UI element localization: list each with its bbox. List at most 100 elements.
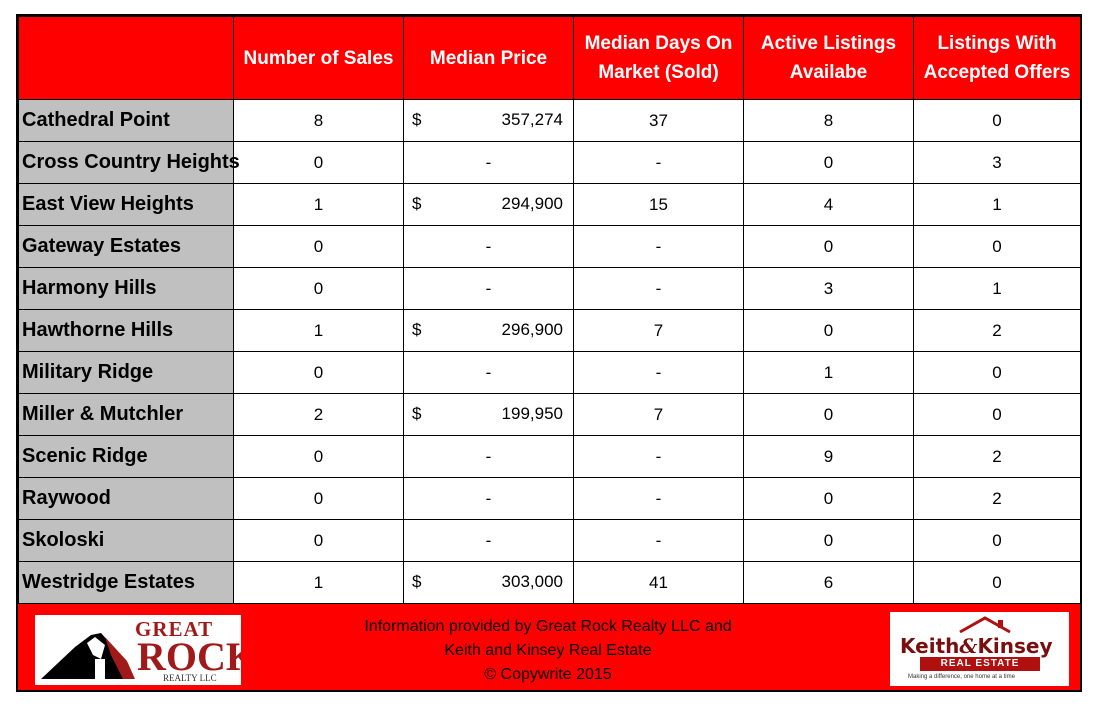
price-amount: 303,000 [501, 572, 563, 591]
footer: GREAT ROCK REALTY LLC Information provid… [18, 604, 1080, 690]
neighborhood-name: Harmony Hills [18, 267, 234, 310]
footer-line-3: © Copywrite 2015 [484, 666, 612, 683]
number-of-sales-cell: 8 [233, 99, 404, 142]
footer-line-2: Keith and Kinsey Real Estate [444, 642, 652, 659]
accepted-offers-cell: 0 [913, 99, 1081, 142]
neighborhood-name: East View Heights [18, 183, 234, 226]
median-price-cell: - [403, 519, 574, 562]
neighborhood-name: Scenic Ridge [18, 435, 234, 478]
table-row: East View Heights 1 $294,900 15 4 1 [18, 183, 1081, 226]
neighborhood-name: Hawthorne Hills [18, 309, 234, 352]
dollar-sign: $ [412, 320, 422, 339]
median-price-cell: - [403, 435, 574, 478]
number-of-sales-cell: 0 [233, 519, 404, 562]
accepted-offers-cell: 0 [913, 351, 1081, 394]
price-amount: - [485, 446, 492, 466]
footer-credit: Information provided by Great Rock Realt… [318, 615, 778, 687]
active-listings-cell: 0 [743, 477, 914, 520]
accepted-offers-cell: 2 [913, 435, 1081, 478]
accepted-offers-cell: 2 [913, 309, 1081, 352]
median-days-cell: - [573, 435, 744, 478]
active-listings-cell: 0 [743, 519, 914, 562]
header-row: Number of Sales Median Price Median Days… [18, 16, 1081, 100]
table-row: Westridge Estates 1 $303,000 41 6 0 [18, 561, 1081, 604]
header-number-of-sales: Number of Sales [233, 16, 404, 100]
active-listings-cell: 0 [743, 393, 914, 436]
price-amount: - [485, 488, 492, 508]
price-amount: 296,900 [501, 320, 563, 339]
number-of-sales-cell: 0 [233, 435, 404, 478]
header-median-days-on-market: Median Days On Market (Sold) [573, 16, 744, 100]
table-row: Scenic Ridge 0- -9 2 [18, 435, 1081, 478]
median-days-cell: - [573, 519, 744, 562]
table-row: Skoloski 0- -0 0 [18, 519, 1081, 562]
median-days-cell: - [573, 225, 744, 268]
table-row: Miller & Mutchler 2 $199,950 7 0 0 [18, 393, 1081, 436]
active-listings-cell: 4 [743, 183, 914, 226]
active-listings-cell: 6 [743, 561, 914, 604]
footer-line-1: Information provided by Great Rock Realt… [364, 618, 732, 635]
neighborhood-name: Westridge Estates [18, 561, 234, 604]
table-row: Cathedral Point 8 $357,274 37 8 0 [18, 99, 1081, 142]
keith-kinsey-logo: Keith&Kinsey REAL ESTATE Making a differ… [890, 612, 1069, 686]
neighborhood-name: Raywood [18, 477, 234, 520]
accepted-offers-cell: 0 [913, 225, 1081, 268]
median-price-cell: - [403, 141, 574, 184]
neighborhood-name: Skoloski [18, 519, 234, 562]
great-rock-logo-main: ROCK [137, 634, 241, 679]
median-price-cell: - [403, 477, 574, 520]
keith-kinsey-sub: REAL ESTATE [920, 657, 1040, 671]
table-row: Raywood 0- -0 2 [18, 477, 1081, 520]
neighborhood-name: Military Ridge [18, 351, 234, 394]
header-accepted-offers: Listings With Accepted Offers [913, 16, 1081, 100]
median-price-cell: $296,900 [403, 309, 574, 352]
median-days-cell: 7 [573, 309, 744, 352]
table-row: Military Ridge 0- -1 0 [18, 351, 1081, 394]
house-roof-icon [959, 616, 1011, 634]
number-of-sales-cell: 1 [233, 183, 404, 226]
neighborhood-name: Gateway Estates [18, 225, 234, 268]
accepted-offers-cell: 0 [913, 393, 1081, 436]
number-of-sales-cell: 1 [233, 309, 404, 352]
dollar-sign: $ [412, 110, 422, 129]
median-days-cell: 15 [573, 183, 744, 226]
neighborhood-sales-table: Number of Sales Median Price Median Days… [18, 16, 1081, 604]
great-rock-logo-top: GREAT [135, 617, 214, 641]
active-listings-cell: 0 [743, 309, 914, 352]
table-row: Hawthorne Hills 1 $296,900 7 0 2 [18, 309, 1081, 352]
number-of-sales-cell: 0 [233, 267, 404, 310]
header-active-listings: Active Listings Availabe [743, 16, 914, 100]
neighborhood-name: Cross Country Heights [18, 141, 240, 184]
table-row: Harmony Hills 0- -3 1 [18, 267, 1081, 310]
table-row: Gateway Estates 0- -0 0 [18, 225, 1081, 268]
median-days-cell: 37 [573, 99, 744, 142]
median-price-cell: $294,900 [403, 183, 574, 226]
header-corner [18, 16, 234, 100]
sales-report-frame: Number of Sales Median Price Median Days… [16, 14, 1082, 692]
dollar-sign: $ [412, 194, 422, 213]
dollar-sign: $ [412, 572, 422, 591]
accepted-offers-cell: 1 [913, 267, 1081, 310]
table-row: Cross Country Heights 0- -0 3 [18, 141, 1081, 184]
keith-kinsey-tagline: Making a difference, one home at a time [908, 674, 1015, 680]
median-days-cell: - [573, 267, 744, 310]
number-of-sales-cell: 2 [233, 393, 404, 436]
neighborhood-name: Cathedral Point [18, 99, 234, 142]
table-body: Cathedral Point 8 $357,274 37 8 0 Cross Countr… [18, 99, 1081, 604]
active-listings-cell: 9 [743, 435, 914, 478]
median-days-cell: 7 [573, 393, 744, 436]
median-price-cell: $357,274 [403, 99, 574, 142]
median-price-cell: - [403, 225, 574, 268]
accepted-offers-cell: 3 [913, 141, 1081, 184]
number-of-sales-cell: 0 [233, 141, 404, 184]
price-amount: - [485, 236, 492, 256]
number-of-sales-cell: 0 [233, 225, 404, 268]
median-price-cell: $303,000 [403, 561, 574, 604]
number-of-sales-cell: 0 [233, 477, 404, 520]
price-amount: - [485, 530, 492, 550]
keith-kinsey-name: Keith&Kinsey [900, 634, 1053, 658]
active-listings-cell: 3 [743, 267, 914, 310]
price-amount: - [485, 362, 492, 382]
median-days-cell: 41 [573, 561, 744, 604]
active-listings-cell: 8 [743, 99, 914, 142]
